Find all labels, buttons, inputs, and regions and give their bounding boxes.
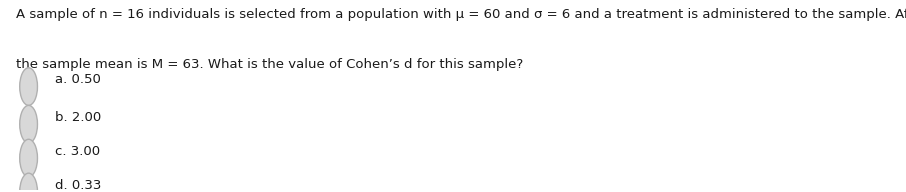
Ellipse shape bbox=[20, 105, 37, 143]
Text: c. 3.00: c. 3.00 bbox=[55, 145, 101, 158]
Text: d. 0.33: d. 0.33 bbox=[55, 179, 101, 192]
Text: the sample mean is M = 63. What is the value of Cohen’s d for this sample?: the sample mean is M = 63. What is the v… bbox=[16, 58, 524, 71]
Ellipse shape bbox=[20, 139, 37, 177]
Text: a. 0.50: a. 0.50 bbox=[55, 73, 101, 86]
Text: b. 2.00: b. 2.00 bbox=[55, 111, 101, 124]
Ellipse shape bbox=[20, 68, 37, 105]
Text: A sample of n = 16 individuals is selected from a population with μ = 60 and σ =: A sample of n = 16 individuals is select… bbox=[16, 7, 906, 21]
Ellipse shape bbox=[20, 173, 37, 192]
